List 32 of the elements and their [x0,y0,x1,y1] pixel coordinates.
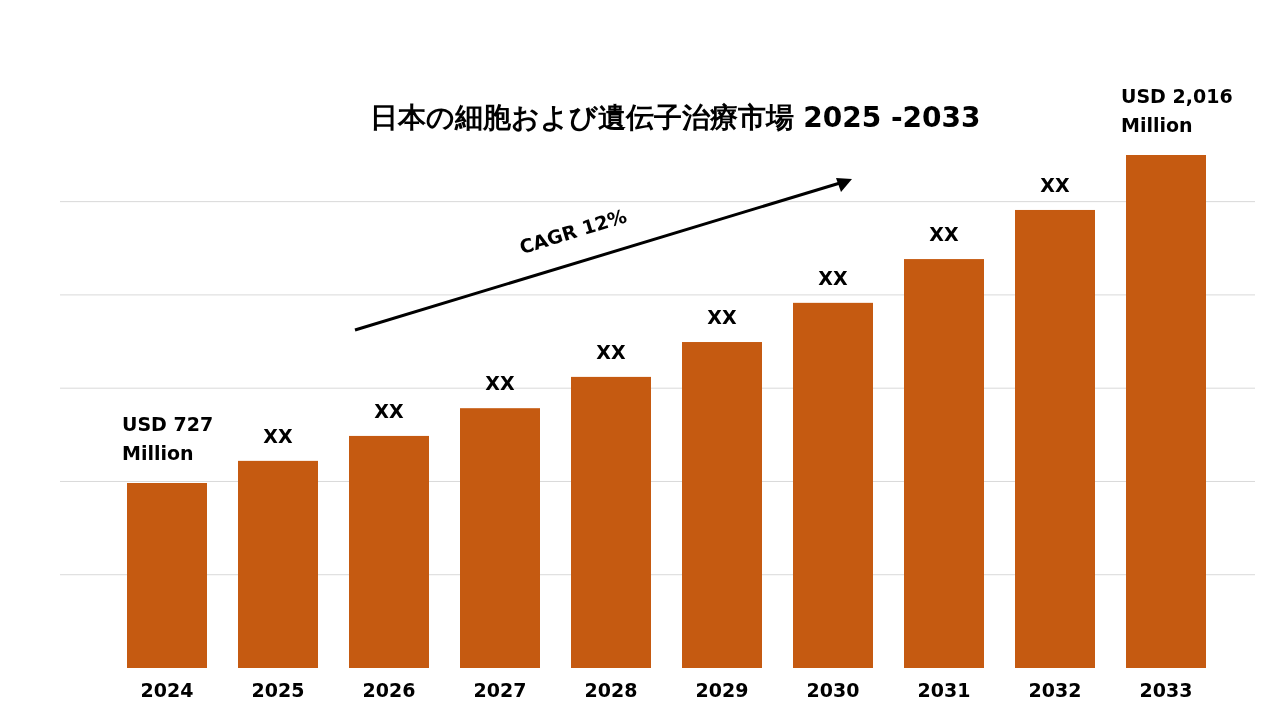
data-label: XX [263,424,293,447]
data-label: USD 727 Million [122,413,214,464]
bar [1015,209,1095,668]
x-tick-label: 2030 [806,679,860,701]
data-label: XX [374,399,404,422]
bar [238,460,318,668]
bar [460,408,540,668]
x-tick-label: 2024 [140,679,194,701]
x-tick-label: 2031 [917,679,971,701]
data-label: USD 2,016 Million [1121,85,1233,136]
annotation: CAGR 12% [516,204,630,259]
x-tick-label: 2025 [251,679,305,701]
bar [1126,155,1206,668]
data-label: XX [929,223,959,246]
bar [904,259,984,668]
data-label: XX [707,306,737,329]
bar [127,483,207,668]
x-tick-label: 2027 [473,679,527,701]
data-label: XX [1040,173,1070,196]
data-label: XX [485,372,515,395]
x-tick-label: 2033 [1139,679,1193,701]
data-label: XX [818,266,848,289]
x-tick-label: 2032 [1028,679,1082,701]
bar [349,435,429,668]
x-tick-label: 2026 [362,679,416,701]
data-label: XX [596,340,626,363]
bar [682,342,762,668]
bar [793,302,873,668]
bar [571,376,651,668]
x-tick-label: 2028 [584,679,638,701]
chart-title: 日本の細胞および遺伝子治療市場 2025 -2033 [369,101,981,134]
x-tick-label: 2029 [695,679,749,701]
